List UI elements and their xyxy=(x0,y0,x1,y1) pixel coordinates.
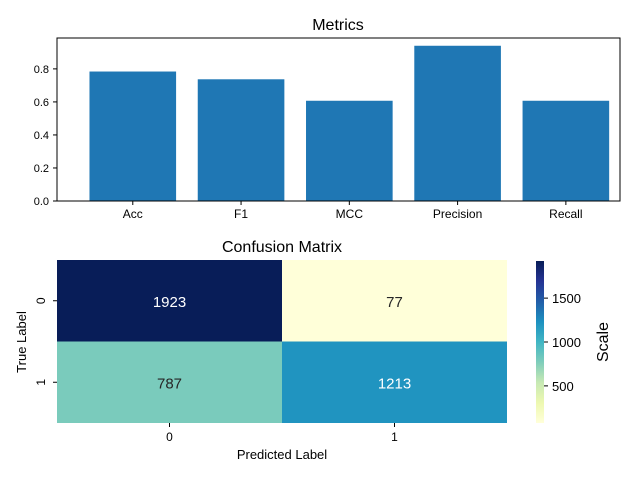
metrics-x-tick-label: Acc xyxy=(123,207,143,221)
colorbar-tick-label: 1000 xyxy=(552,335,581,350)
colorbar-ticks: 500 1000 1500 xyxy=(544,291,581,394)
metrics-bar xyxy=(522,100,610,201)
colorbar-label: Scale xyxy=(595,322,612,362)
metrics-y-tick-label: 0.6 xyxy=(34,97,49,109)
confusion-matrix-cell-value: 787 xyxy=(157,375,182,392)
metrics-x-tick-label: Recall xyxy=(549,207,582,221)
confusion-matrix-cell-value: 77 xyxy=(386,294,403,311)
colorbar-tick-label: 1500 xyxy=(552,291,581,306)
metrics-x-tick-label: Precision xyxy=(433,207,482,221)
metrics-title: Metrics xyxy=(312,17,364,34)
metrics-plot-frame xyxy=(56,37,621,202)
confusion-matrix-xlabel: Predicted Label xyxy=(237,447,327,462)
confusion-matrix-cell-value: 1213 xyxy=(378,375,411,392)
confusion-matrix-x-tick-label: 0 xyxy=(166,430,173,444)
colorbar-tick-label: 500 xyxy=(552,379,574,394)
colorbar: 500 1000 1500 Scale xyxy=(536,261,612,423)
colorbar-gradient xyxy=(536,261,544,423)
metrics-bars xyxy=(89,45,610,202)
confusion-matrix-cell xyxy=(282,260,507,342)
metrics-chart: Metrics 0.0 0.2 0.4 0.6 0.8 Acc F1 MCC Precisio… xyxy=(34,17,621,221)
confusion-matrix-y-axis: 01 xyxy=(34,297,57,386)
metrics-bar xyxy=(89,71,177,201)
confusion-matrix-cell-value: 1923 xyxy=(153,294,186,311)
confusion-matrix-y-tick-label: 1 xyxy=(34,379,48,386)
confusion-matrix-title: Confusion Matrix xyxy=(222,239,342,256)
confusion-matrix-cell xyxy=(57,260,282,342)
confusion-matrix-y-tick-label: 0 xyxy=(34,297,48,304)
confusion-matrix-ylabel: True Label xyxy=(14,311,29,373)
metrics-x-tick-label: F1 xyxy=(234,207,248,221)
metrics-y-tick-label: 0.2 xyxy=(34,163,49,175)
metrics-y-tick-label: 0.4 xyxy=(34,130,49,142)
metrics-x-axis: Acc F1 MCC Precision Recall xyxy=(123,201,583,221)
confusion-matrix-cell xyxy=(282,341,507,423)
metrics-bar xyxy=(414,45,501,202)
metrics-y-tick-label: 0.0 xyxy=(34,196,49,208)
metrics-y-tick-label: 0.8 xyxy=(34,64,49,76)
metrics-bar xyxy=(306,100,393,201)
metrics-x-tick-label: MCC xyxy=(336,207,364,221)
confusion-matrix-x-tick-label: 1 xyxy=(391,430,398,444)
metrics-bar xyxy=(197,79,285,201)
metrics-y-axis: 0.0 0.2 0.4 0.6 0.8 xyxy=(34,64,57,208)
confusion-matrix-cell xyxy=(57,341,282,423)
confusion-matrix-cells: 1923 77 787 1213 xyxy=(57,260,507,423)
